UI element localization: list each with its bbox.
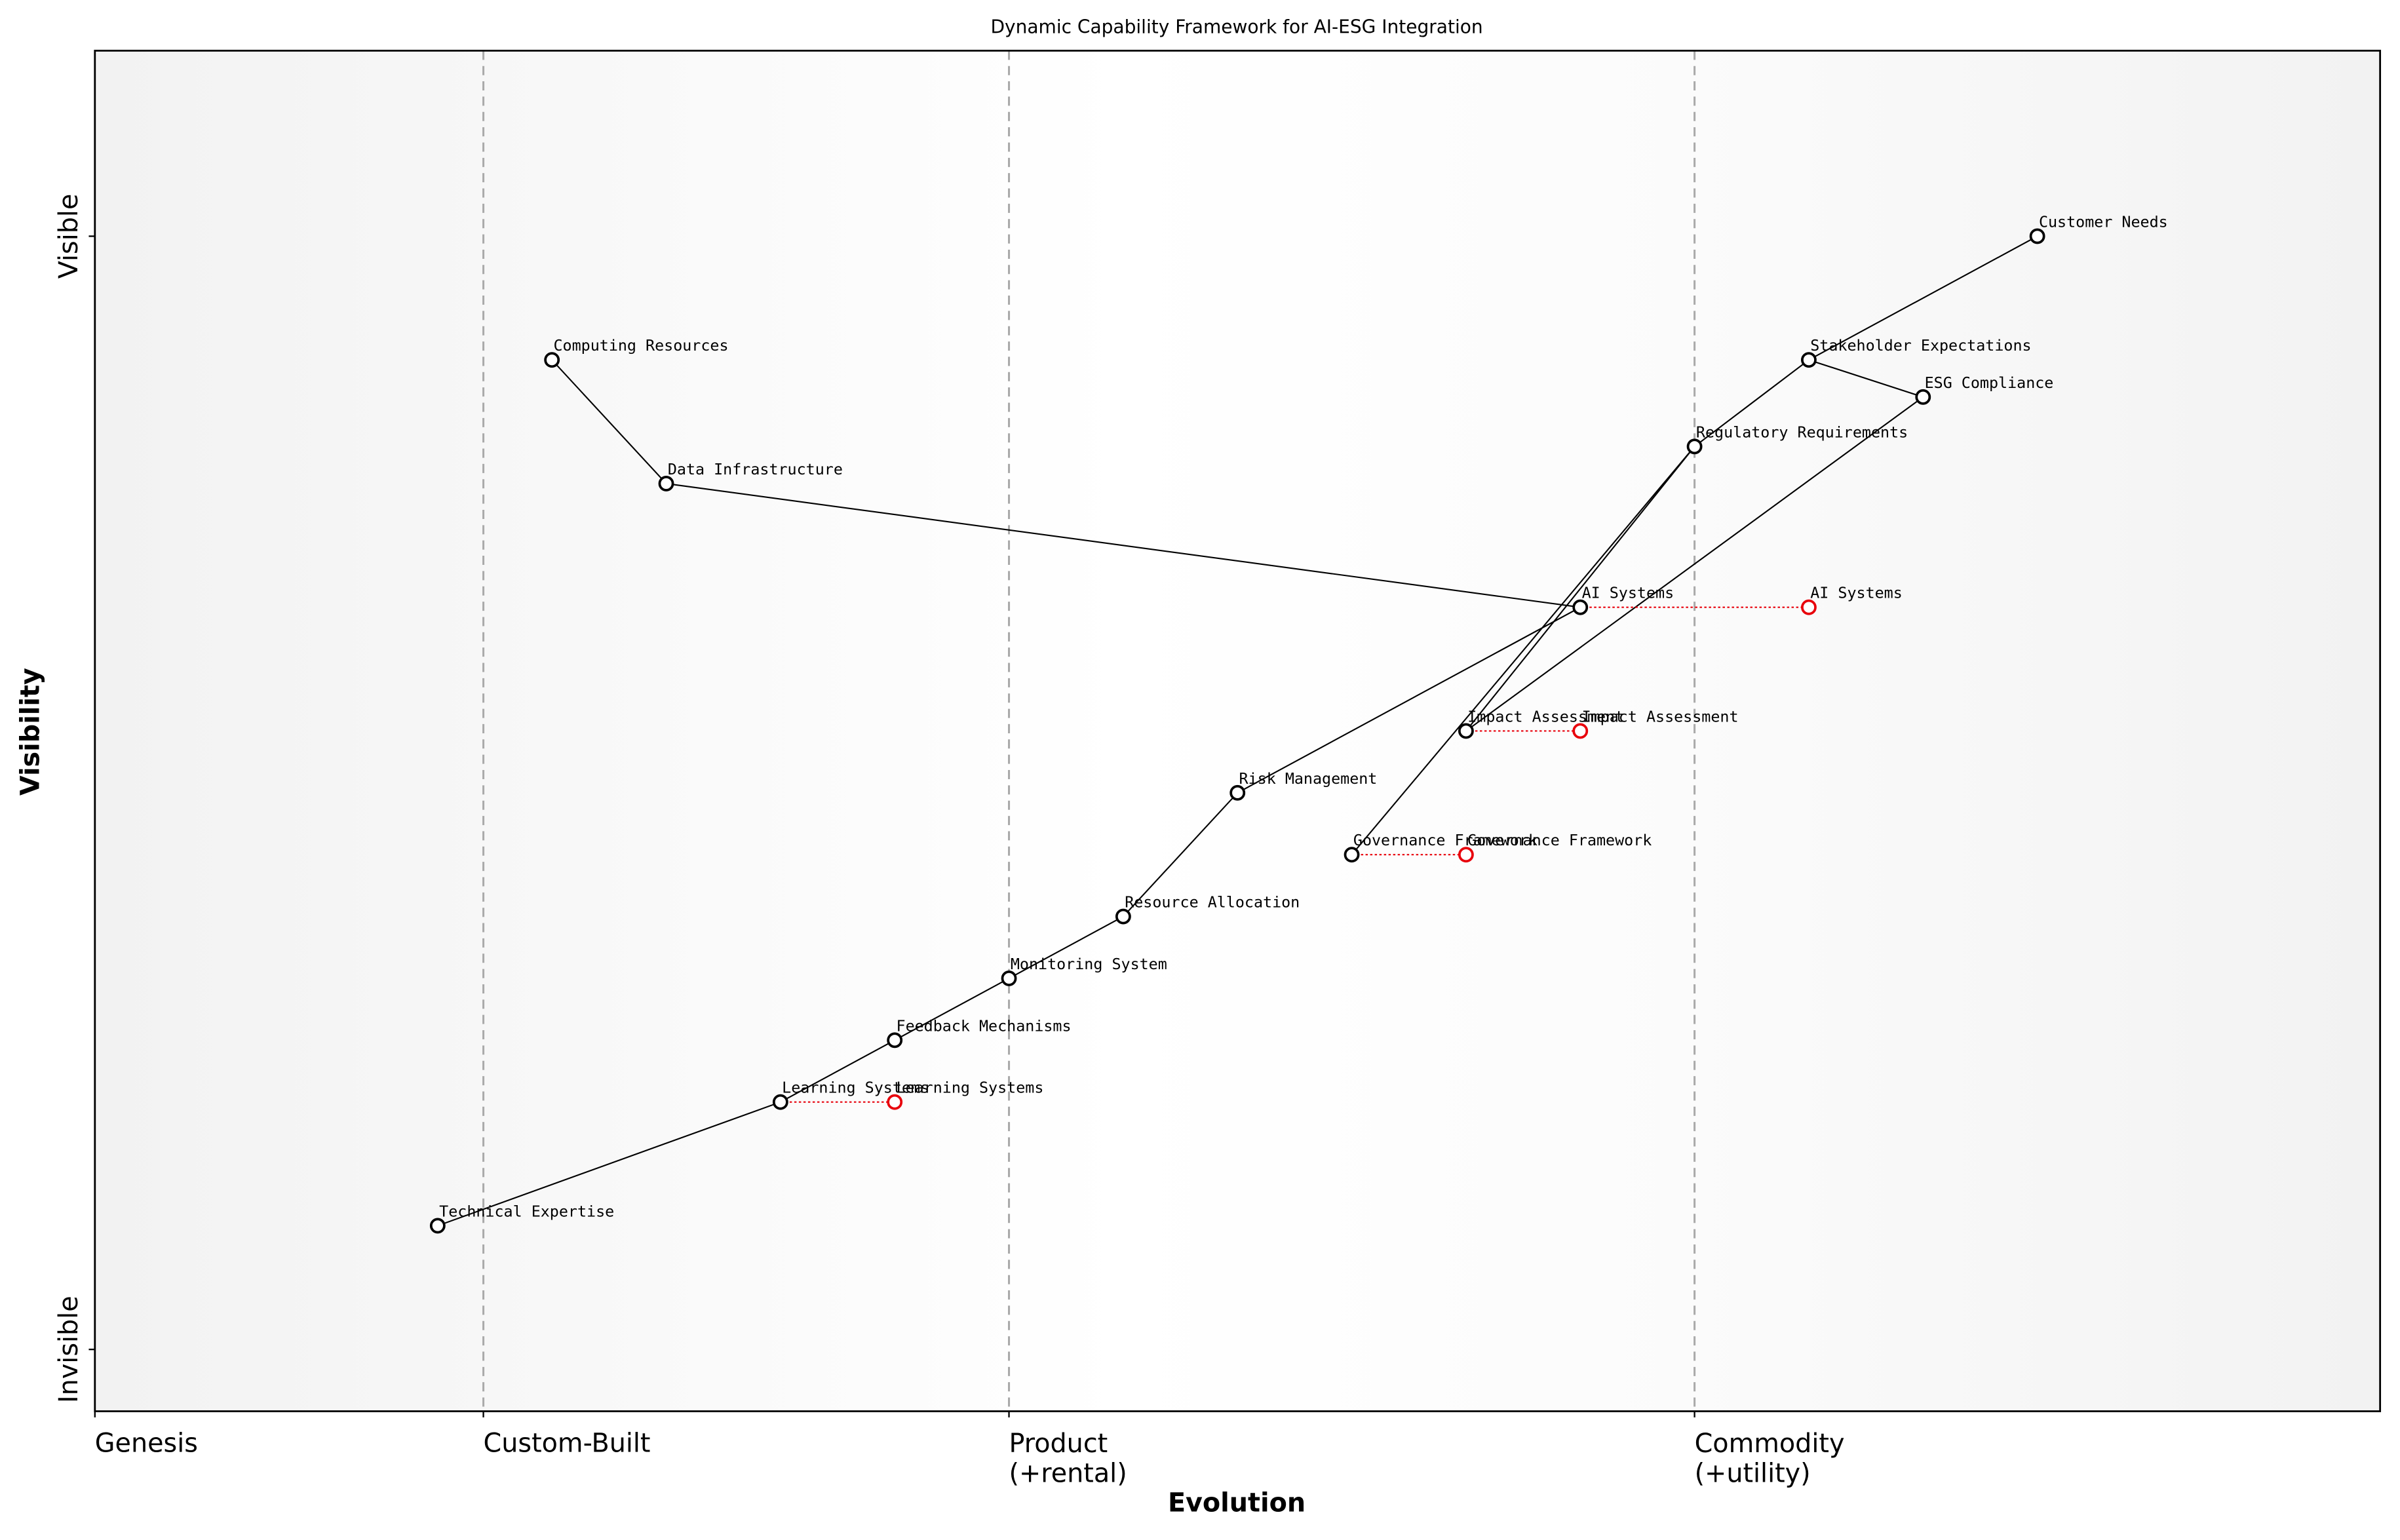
plot: Genesis Custom-Built Product (+rental) Commo… [54,50,2168,1488]
node [887,1032,903,1049]
node [1458,723,1474,739]
link [1465,446,1695,732]
y-tick-label: Visible [54,194,84,279]
x-tick-label: Custom-Built [484,1428,651,1458]
link [1465,396,1924,732]
link [780,1039,895,1103]
node [1001,971,1017,986]
node-label: Computing Resources [554,336,729,355]
node [1686,438,1703,455]
link [1009,915,1124,979]
link [551,359,667,484]
link [1123,792,1238,917]
evolved-label: Impact Assessment [1582,707,1739,725]
link [666,482,1581,608]
link [894,978,1010,1041]
link [1237,606,1581,794]
node-label: Data Infrastructure [668,460,843,478]
link [1808,235,2038,361]
evolved-node [887,1094,903,1110]
x-tick-label: Commodity (+utility) [1695,1428,1845,1488]
evolved-label: AI Systems [1810,584,1903,602]
node-label: ESG Compliance [1925,374,2054,392]
chart-title: Dynamic Capability Framework for AI-ESG … [990,16,1482,37]
node-label: Monitoring System [1011,955,1167,973]
y-tick-label: Invisible [54,1296,84,1403]
y-axis-label: Visibility [16,668,46,796]
node-label: Technical Expertise [439,1202,614,1220]
evolved-node [1458,847,1474,863]
plot-frame [94,49,2382,1412]
node [1229,784,1246,801]
node [1572,599,1589,615]
node-label: Regulatory Requirements [1696,423,1908,441]
x-tick-label: Product (+rental) [1009,1428,1127,1488]
node-label: AI Systems [1582,584,1674,602]
node [658,476,674,491]
node [772,1094,788,1110]
evolved-label: Learning Systems [897,1079,1044,1097]
node-label: Risk Management [1239,769,1378,788]
node-label: Customer Needs [2039,212,2168,231]
link [1808,359,1924,398]
link [437,1101,781,1227]
node [1344,847,1360,863]
evolved-node [1801,599,1817,615]
node [544,352,560,368]
node [1801,352,1817,368]
x-axis-label: Evolution [1168,1488,1306,1518]
node [2029,228,2045,244]
evolved-label: Governance Framework [1467,831,1652,849]
node [1915,389,1931,405]
node-label: Stakeholder Expectations [1810,336,2031,355]
node [1115,908,1131,925]
plot-background [94,50,2380,1412]
x-tick-label: Genesis [95,1428,198,1458]
node-label: Resource Allocation [1125,893,1300,912]
node-label: Impact Assessment [1467,707,1624,725]
link [1694,359,1810,448]
node-label: Governance Framework [1353,831,1538,849]
node [429,1218,446,1234]
node-label: Learning Systems [782,1079,929,1097]
evolved-node [1572,723,1589,739]
link [1351,446,1695,855]
node-label: Feedback Mechanisms [897,1016,1072,1035]
